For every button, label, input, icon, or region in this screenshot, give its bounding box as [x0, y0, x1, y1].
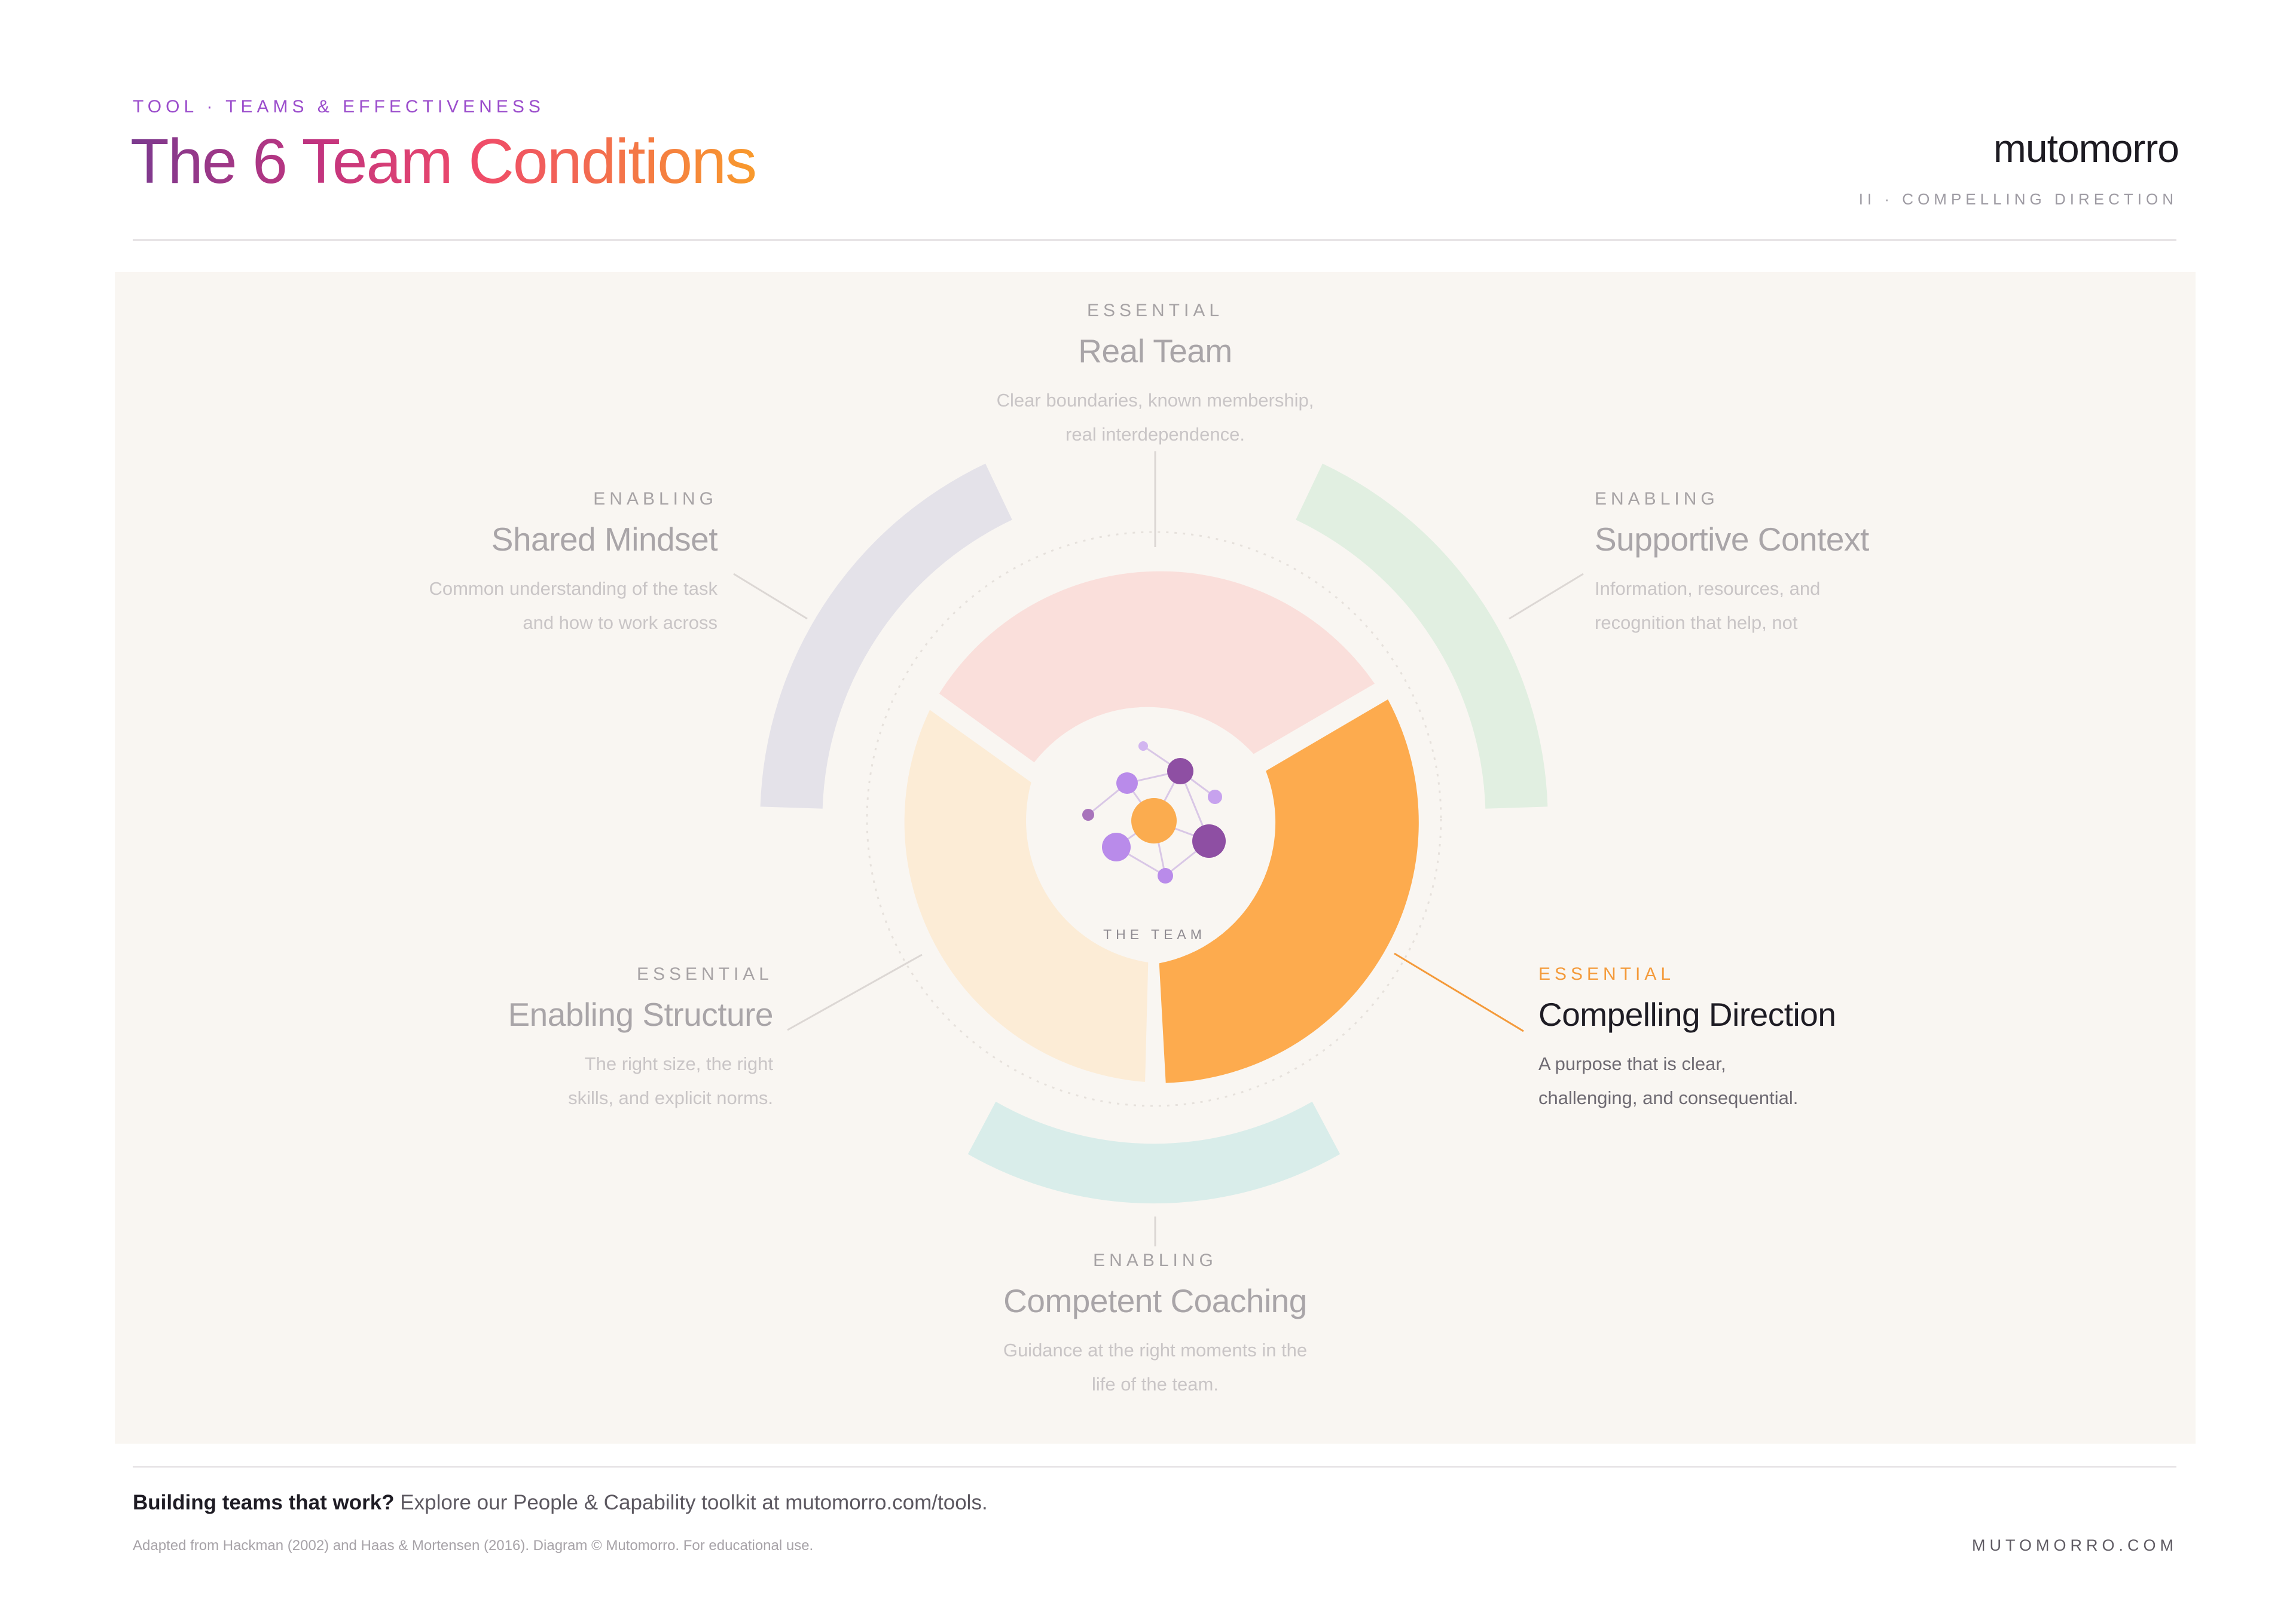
footer-cta-heading: Building teams that work?: [133, 1491, 395, 1514]
team-member-node: [1082, 809, 1094, 821]
condition-enabling-structure[interactable]: ESSENTIAL Enabling Structure The right s…: [319, 964, 774, 1115]
brand-logo[interactable]: mutomorro: [1993, 126, 2179, 170]
section-label: II · COMPELLING DIRECTION: [1858, 190, 2178, 208]
condition-tag: ESSENTIAL: [636, 964, 773, 984]
condition-compelling-direction[interactable]: ESSENTIAL Compelling Direction A purpose…: [1538, 964, 1993, 1115]
condition-description: Information, resources, and recognition …: [1595, 578, 1821, 633]
shared-mindset-segment[interactable]: [760, 463, 1012, 809]
footer-attribution: Adapted from Hackman (2002) and Haas & M…: [133, 1538, 814, 1554]
header-divider: [133, 239, 2176, 241]
condition-description: A purpose that is clear, challenging, an…: [1538, 1053, 1799, 1108]
condition-description: Clear boundaries, known membership, real…: [996, 390, 1314, 445]
supportive-context-segment[interactable]: [1296, 463, 1548, 809]
condition-tag: ESSENTIAL: [1086, 301, 1224, 320]
footer-cta: Building teams that work? Explore our Pe…: [133, 1491, 988, 1515]
condition-supportive-context[interactable]: ENABLING Supportive Context Information,…: [1595, 489, 2049, 640]
team-member-node: [1158, 868, 1173, 884]
condition-description: Common understanding of the task and how…: [429, 578, 718, 633]
condition-description: Guidance at the right moments in the lif…: [1003, 1340, 1308, 1395]
condition-name: Competent Coaching: [1003, 1282, 1307, 1319]
condition-tag: ENABLING: [1093, 1251, 1217, 1270]
condition-tag: ENABLING: [593, 489, 718, 509]
team-member-node: [1102, 833, 1131, 861]
competent-coaching-segment[interactable]: [967, 1101, 1341, 1204]
condition-name: Shared Mindset: [491, 521, 718, 558]
condition-name: Compelling Direction: [1538, 996, 1836, 1033]
real-team-segment[interactable]: [939, 571, 1375, 763]
condition-description: The right size, the right skills, and ex…: [568, 1053, 773, 1108]
connector-supportive-context: [1509, 573, 1584, 620]
eyebrow-label: TOOL · TEAMS & EFFECTIVENESS: [133, 97, 545, 117]
footer-divider: [133, 1466, 2176, 1468]
team-member-node: [1167, 758, 1193, 784]
condition-tag: ESSENTIAL: [1538, 964, 1675, 984]
team-member-node: [1138, 741, 1148, 751]
team-center-label: THE TEAM: [1103, 927, 1206, 942]
team-core-node: [1131, 798, 1177, 843]
team-member-node: [1116, 772, 1138, 794]
condition-tag: ENABLING: [1595, 489, 1719, 509]
guide-ring: [866, 531, 1442, 1107]
connector-enabling-structure: [787, 953, 923, 1031]
condition-real-team[interactable]: ESSENTIAL Real Team Clear boundaries, kn…: [928, 301, 1382, 451]
condition-name: Real Team: [1078, 332, 1232, 369]
compelling-direction-segment[interactable]: [1159, 699, 1419, 1083]
team-conditions-diagram: [733, 451, 1584, 1246]
connector-compelling-direction: [1394, 952, 1524, 1032]
page-title: The 6 Team Conditions: [130, 126, 757, 197]
team-member-node: [1192, 824, 1226, 858]
condition-name: Enabling Structure: [508, 996, 774, 1033]
enabling-structure-segment[interactable]: [904, 710, 1149, 1082]
connector-shared-mindset: [733, 573, 808, 620]
footer-url-link[interactable]: MUTOMORRO.COM: [1972, 1536, 2178, 1554]
condition-competent-coaching[interactable]: ENABLING Competent Coaching Guidance at …: [928, 1251, 1382, 1401]
footer-cta-link-text[interactable]: Explore our People & Capability toolkit …: [400, 1491, 988, 1514]
condition-name: Supportive Context: [1595, 521, 1869, 558]
condition-shared-mindset[interactable]: ENABLING Shared Mindset Common understan…: [263, 489, 718, 640]
team-member-node: [1208, 790, 1222, 804]
